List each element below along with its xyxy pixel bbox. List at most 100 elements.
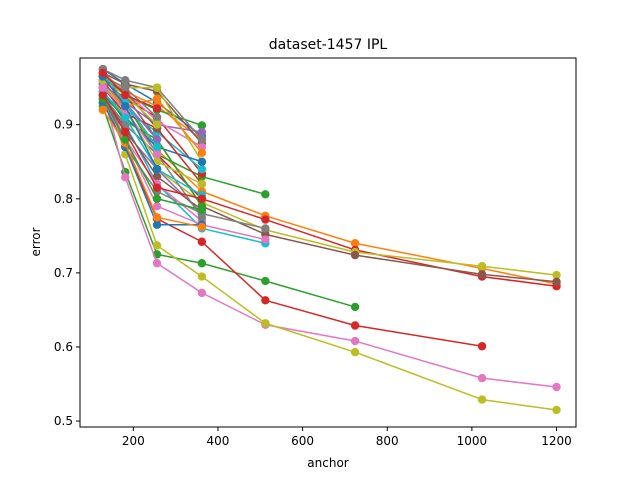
data-point [197, 213, 207, 222]
x-tick-label: 1000 [457, 434, 488, 448]
series-35 [98, 90, 207, 203]
data-point [350, 347, 360, 357]
series-line-15 [102, 79, 203, 175]
data-point [98, 68, 108, 78]
data-point [552, 277, 561, 286]
y-tick-label: 0.5 [54, 414, 73, 428]
data-point [121, 127, 130, 137]
data-point [477, 262, 487, 271]
x-tick-label: 400 [207, 434, 230, 448]
data-point [261, 296, 270, 305]
data-point [121, 135, 130, 144]
series-43 [98, 68, 162, 113]
data-point [152, 142, 162, 152]
data-point [261, 224, 270, 233]
data-point [197, 179, 207, 189]
data-point [552, 270, 561, 280]
data-point [261, 190, 270, 199]
data-point [350, 302, 360, 312]
data-point [98, 83, 108, 92]
data-point [152, 183, 162, 192]
plot-frame [79, 57, 577, 428]
series-line-33 [102, 109, 203, 228]
series-line-28 [102, 102, 203, 222]
series-33 [98, 105, 207, 232]
data-point [152, 194, 162, 203]
data-point [152, 83, 162, 92]
x-tick-label: 800 [376, 434, 399, 448]
data-point [121, 90, 130, 100]
data-point [197, 272, 207, 281]
series-line-30 [102, 83, 203, 185]
data-point [121, 113, 130, 122]
data-point [121, 120, 130, 129]
data-point [261, 235, 270, 244]
data-point [350, 321, 360, 330]
data-point [152, 120, 162, 129]
data-point [121, 83, 130, 92]
data-point [197, 237, 207, 246]
y-tick-label: 0.9 [54, 118, 73, 132]
chart-title: dataset-1457 IPL [269, 37, 388, 53]
data-point [261, 215, 270, 224]
data-point [121, 173, 130, 182]
data-point [152, 259, 162, 268]
data-point [197, 164, 207, 174]
data-point [152, 220, 162, 229]
data-point [197, 142, 207, 152]
series-line-35 [102, 94, 203, 200]
data-point [121, 101, 130, 111]
series-3 [98, 79, 561, 415]
data-point [152, 113, 162, 122]
data-point [152, 213, 162, 222]
data-point [477, 270, 487, 279]
x-tick-label: 1200 [541, 434, 572, 448]
data-point [350, 336, 360, 346]
series-34 [98, 94, 207, 215]
data-point [197, 288, 207, 298]
series-line-2 [102, 91, 557, 388]
data-point [552, 382, 561, 392]
data-point [261, 319, 270, 328]
y-tick-label: 0.8 [54, 192, 73, 206]
series-line-29 [102, 94, 203, 218]
data-point [197, 135, 207, 144]
y-tick-label: 0.6 [54, 340, 73, 354]
y-axis-ticks: 0.5 0.6 0.7 0.8 0.9 [54, 118, 80, 428]
data-point [197, 121, 207, 130]
data-point [152, 164, 162, 174]
series-layer [98, 64, 561, 415]
data-point [350, 239, 360, 248]
x-tick-label: 200 [122, 434, 145, 448]
series-line-34 [102, 98, 203, 211]
data-point [197, 127, 207, 137]
data-point [350, 250, 360, 260]
data-point [152, 135, 162, 144]
x-axis-label: anchor [307, 456, 349, 470]
y-axis-label: error [29, 227, 43, 256]
data-point [121, 76, 130, 85]
series-line-19 [102, 68, 203, 141]
data-point [152, 150, 162, 159]
data-point [197, 222, 207, 232]
data-point [152, 172, 162, 181]
data-point [152, 241, 162, 250]
data-point [197, 157, 207, 166]
series-line-31 [102, 90, 203, 196]
data-point [197, 259, 207, 268]
y-tick-label: 0.7 [54, 266, 73, 280]
x-axis-ticks: 200 400 600 800 1000 1200 [122, 427, 572, 448]
series-line-26 [102, 98, 203, 215]
data-point [197, 194, 207, 203]
data-point [261, 276, 270, 286]
data-point [98, 90, 108, 100]
data-point [477, 373, 487, 383]
series-line-3 [102, 83, 557, 411]
series-line-32 [102, 102, 202, 226]
data-point [197, 205, 207, 215]
series-line-12 [102, 68, 203, 137]
data-point [152, 201, 162, 211]
data-point [477, 395, 487, 404]
data-point [552, 405, 561, 415]
